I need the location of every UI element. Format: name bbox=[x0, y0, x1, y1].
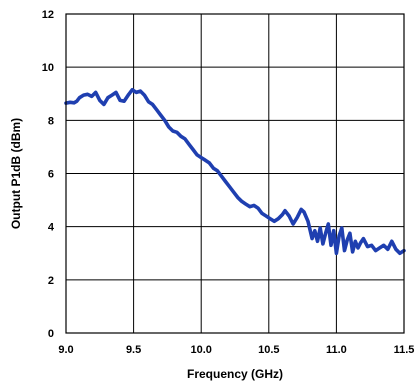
plot-frame bbox=[65, 13, 405, 334]
y-tick-label: 0 bbox=[48, 328, 54, 340]
y-tick-label: 8 bbox=[48, 115, 54, 127]
x-tick-label: 11.0 bbox=[326, 344, 347, 356]
x-tick-label: 10.0 bbox=[190, 344, 211, 356]
grid-layer bbox=[66, 14, 404, 333]
y-axis-title: Output P1dB (dBm) bbox=[9, 118, 23, 229]
series-layer bbox=[64, 88, 406, 256]
x-tick-label: 11.5 bbox=[394, 344, 415, 356]
y-tick-label: 6 bbox=[48, 169, 54, 181]
y-tick-label: 10 bbox=[42, 62, 54, 74]
y-tick-label: 12 bbox=[42, 9, 54, 21]
x-tick-label: 9.5 bbox=[126, 344, 141, 356]
axes-layer bbox=[65, 13, 405, 334]
x-axis-title: Frequency (GHz) bbox=[187, 367, 283, 381]
x-tick-label: 9.0 bbox=[58, 344, 73, 356]
tick-label-layer: 9.0 9.5 10.0 10.5 11.0 11.5 0 2 4 6 8 10 12 bbox=[42, 9, 415, 356]
x-tick-label: 10.5 bbox=[258, 344, 279, 356]
y-tick-label: 4 bbox=[48, 222, 55, 234]
p1db-series-line bbox=[64, 88, 406, 256]
y-tick-label: 2 bbox=[48, 275, 54, 287]
